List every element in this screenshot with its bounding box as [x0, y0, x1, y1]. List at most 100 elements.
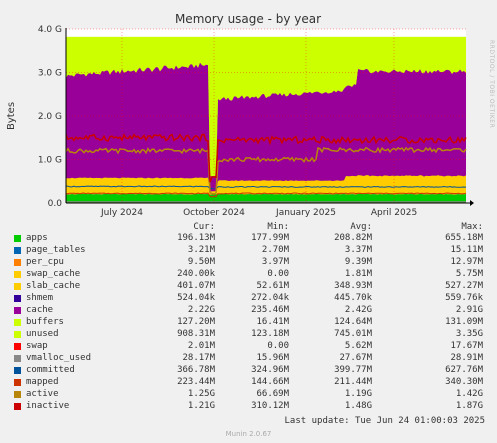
legend-max-value: 15.11M	[450, 245, 483, 255]
legend-min-value: 52.61M	[256, 281, 289, 291]
legend-row-buffers: buffers 127.20M 16.41M 124.64M 131.09M	[14, 317, 489, 328]
column-header-min: Min:	[267, 222, 289, 232]
chart-title: Memory usage - by year	[175, 12, 321, 26]
legend-name: buffers	[26, 317, 64, 327]
legend-avg-value: 27.67M	[339, 353, 372, 363]
legend-min-value: 177.99M	[251, 233, 289, 243]
legend-row-swap-cache: swap_cache 240.00k 0.00 1.81M 5.75M	[14, 269, 489, 280]
legend-row-unused: unused 908.31M 123.18M 745.01M 3.35G	[14, 329, 489, 340]
column-header-cur: Cur:	[193, 222, 215, 232]
legend-name: inactive	[26, 401, 70, 411]
legend-swatch	[14, 331, 21, 338]
legend-avg-value: 5.62M	[344, 341, 372, 351]
legend-swatch	[14, 391, 21, 398]
area-slab-cache	[66, 175, 466, 195]
legend-cur-value: 1.21G	[187, 401, 215, 411]
legend-min-value: 0.00	[267, 341, 289, 351]
legend-swatch	[14, 235, 21, 242]
legend-row-per-cpu: per_cpu 9.50M 3.97M 9.39M 12.97M	[14, 257, 489, 268]
rrdtool-credit: RRDTOOL / TOBI OETIKER	[488, 40, 495, 129]
legend-cur-value: 401.07M	[177, 281, 215, 291]
legend-max-value: 1.87G	[455, 401, 483, 411]
legend-name: swap_cache	[26, 269, 81, 279]
legend-name: per_cpu	[26, 257, 64, 267]
munin-version: Munin 2.0.67	[225, 430, 272, 438]
legend-cur-value: 9.50M	[187, 257, 215, 267]
legend-avg-value: 208.82M	[334, 233, 372, 243]
legend-swatch	[14, 307, 21, 314]
legend-row-inactive: inactive 1.21G 310.12M 1.48G 1.87G	[14, 401, 489, 412]
y-tick-label: 3.0 G	[38, 69, 62, 79]
legend-name: slab_cache	[26, 281, 81, 291]
legend-cur-value: 28.17M	[182, 353, 215, 363]
legend-name: mapped	[26, 377, 59, 387]
legend-swatch	[14, 295, 21, 302]
legend-max-value: 655.18M	[445, 233, 483, 243]
legend-row-committed: committed 366.78M 324.96M 399.77M 627.76M	[14, 365, 489, 376]
legend-name: apps	[26, 233, 48, 243]
area-cache	[66, 62, 466, 192]
legend-cur-value: 366.78M	[177, 365, 215, 375]
legend-max-value: 3.35G	[455, 329, 483, 339]
tick-layer: 0.0 1.0 G 2.0 G 3.0 G 4.0 G July 2024 October …	[38, 25, 417, 218]
legend-name: page_tables	[26, 245, 86, 255]
y-tick-label: 4.0 G	[38, 25, 62, 35]
legend-row-swap: swap 2.01M 0.00 5.62M 17.67M	[14, 341, 489, 352]
legend-max-value: 131.09M	[445, 317, 483, 327]
column-header-max: Max:	[461, 222, 483, 232]
legend-cur-value: 3.21M	[187, 245, 215, 255]
legend-row-vmalloc-used: vmalloc_used 28.17M 15.96M 27.67M 28.91M	[14, 353, 489, 364]
legend-min-value: 123.18M	[251, 329, 289, 339]
legend-name: unused	[26, 329, 59, 339]
x-tick-label: October 2024	[183, 208, 245, 218]
y-axis-label: Bytes	[6, 102, 17, 130]
legend-header: Cur: Min: Avg: Max:	[14, 222, 489, 233]
legend-name: active	[26, 389, 59, 399]
legend-cur-value: 196.13M	[177, 233, 215, 243]
legend-min-value: 324.96M	[251, 365, 289, 375]
x-tick-label: January 2025	[275, 208, 336, 218]
legend-swatch	[14, 319, 21, 326]
line-active	[65, 146, 467, 195]
legend-min-value: 144.66M	[251, 377, 289, 387]
legend-min-value: 272.04k	[251, 293, 289, 303]
legend-avg-value: 2.42G	[344, 305, 372, 315]
legend-cur-value: 2.22G	[187, 305, 215, 315]
legend-max-value: 340.30M	[445, 377, 483, 387]
legend-swatch	[14, 367, 21, 374]
legend-max-value: 627.76M	[445, 365, 483, 375]
legend-min-value: 15.96M	[256, 353, 289, 363]
y-tick-label: 0.0	[48, 199, 63, 209]
legend-avg-value: 745.01M	[334, 329, 372, 339]
legend-cur-value: 223.44M	[177, 377, 215, 387]
legend-max-value: 17.67M	[450, 341, 483, 351]
line-layer	[65, 133, 467, 204]
legend-min-value: 235.46M	[251, 305, 289, 315]
legend-swatch	[14, 283, 21, 290]
x-tick-label: April 2025	[371, 208, 417, 218]
legend-name: committed	[26, 365, 75, 375]
legend-avg-value: 1.48G	[344, 401, 372, 411]
y-tick-label: 1.0 G	[38, 156, 62, 166]
legend-cur-value: 1.25G	[187, 389, 215, 399]
legend-avg-value: 124.64M	[334, 317, 372, 327]
legend-avg-value: 211.44M	[334, 377, 372, 387]
legend-min-value: 2.70M	[261, 245, 289, 255]
last-update: Last update: Tue Jun 24 01:00:03 2025	[284, 416, 485, 426]
area-buffers	[66, 57, 466, 177]
legend-swatch	[14, 247, 21, 254]
legend-avg-value: 1.81M	[344, 269, 372, 279]
x-tick-label: July 2024	[100, 208, 143, 218]
legend-max-value: 2.91G	[455, 305, 483, 315]
legend-swatch	[14, 379, 21, 386]
legend-swatch	[14, 259, 21, 266]
legend-min-value: 66.69M	[256, 389, 289, 399]
legend-max-value: 28.91M	[450, 353, 483, 363]
legend-name: cache	[26, 305, 54, 315]
legend-cur-value: 908.31M	[177, 329, 215, 339]
legend-row-mapped: mapped 223.44M 144.66M 211.44M 340.30M	[14, 377, 489, 388]
legend-max-value: 12.97M	[450, 257, 483, 267]
legend-min-value: 16.41M	[256, 317, 289, 327]
area-layer	[66, 36, 466, 203]
